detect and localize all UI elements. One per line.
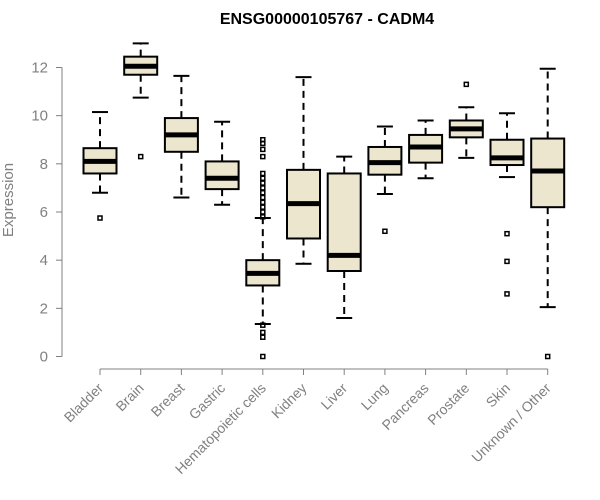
x-tick-label: Liver <box>318 380 351 413</box>
outlier-point <box>260 146 266 153</box>
outlier-point <box>544 353 551 360</box>
outlier-point <box>504 291 510 297</box>
box-bladder <box>82 111 118 221</box>
outlier-point <box>382 228 388 235</box>
outlier-point <box>260 214 266 220</box>
x-tick-label: Kidney <box>268 380 310 422</box>
outlier-point <box>260 180 266 186</box>
outlier-point <box>260 334 266 340</box>
x-tick-label: Breast <box>148 380 188 420</box>
y-tick-label: 4 <box>40 252 48 269</box>
outlier-point <box>260 185 266 191</box>
outlier-point <box>260 175 266 182</box>
box-prostate <box>448 81 484 159</box>
outlier-point <box>97 215 103 221</box>
y-axis: 0 2 4 6 8 10 12 <box>31 60 63 366</box>
outlier-point <box>260 322 266 328</box>
outlier-point <box>260 194 266 201</box>
outlier-point <box>260 137 266 143</box>
iqr-box <box>204 160 240 191</box>
y-tick-label: 2 <box>40 300 48 317</box>
box-lung <box>367 125 403 235</box>
x-tick-label: Bladder <box>61 380 107 426</box>
x-tick-label: Skin <box>483 380 514 411</box>
outlier-point <box>260 153 266 160</box>
outlier-point <box>504 230 510 237</box>
y-tick-label: 0 <box>40 349 48 366</box>
outlier-point <box>260 209 266 215</box>
outlier-point <box>504 258 510 265</box>
x-tick-label: Brain <box>112 380 146 414</box>
y-tick-label: 12 <box>31 60 48 77</box>
outlier-point <box>260 199 266 206</box>
box-pancreas <box>408 119 444 180</box>
y-axis-label: Expression <box>0 163 17 237</box>
outlier-point <box>260 170 266 177</box>
outlier-point <box>137 153 144 160</box>
box-hematopoietic-cells <box>245 137 281 360</box>
y-tick-label: 6 <box>40 204 48 221</box>
outlier-point <box>260 353 266 360</box>
x-tick-label: Lung <box>358 380 391 413</box>
y-tick-label: 8 <box>40 156 48 173</box>
outlier-point <box>260 189 266 196</box>
outlier-point <box>260 204 266 210</box>
iqr-box <box>489 138 525 167</box>
box-kidney <box>286 76 321 265</box>
x-tick-label: Prostate <box>424 380 472 428</box>
box-breast <box>163 74 199 199</box>
box-gastric <box>204 120 240 206</box>
box-liver <box>326 155 362 319</box>
outlier-point <box>463 81 470 88</box>
outlier-point <box>260 329 266 336</box>
box-unknown-other <box>530 67 566 360</box>
y-tick-label: 10 <box>31 108 48 125</box>
box-series <box>82 42 566 360</box>
chart-title: ENSG00000105767 - CADM4 <box>220 11 434 28</box>
box-skin <box>489 112 525 297</box>
box-brain <box>123 42 159 160</box>
